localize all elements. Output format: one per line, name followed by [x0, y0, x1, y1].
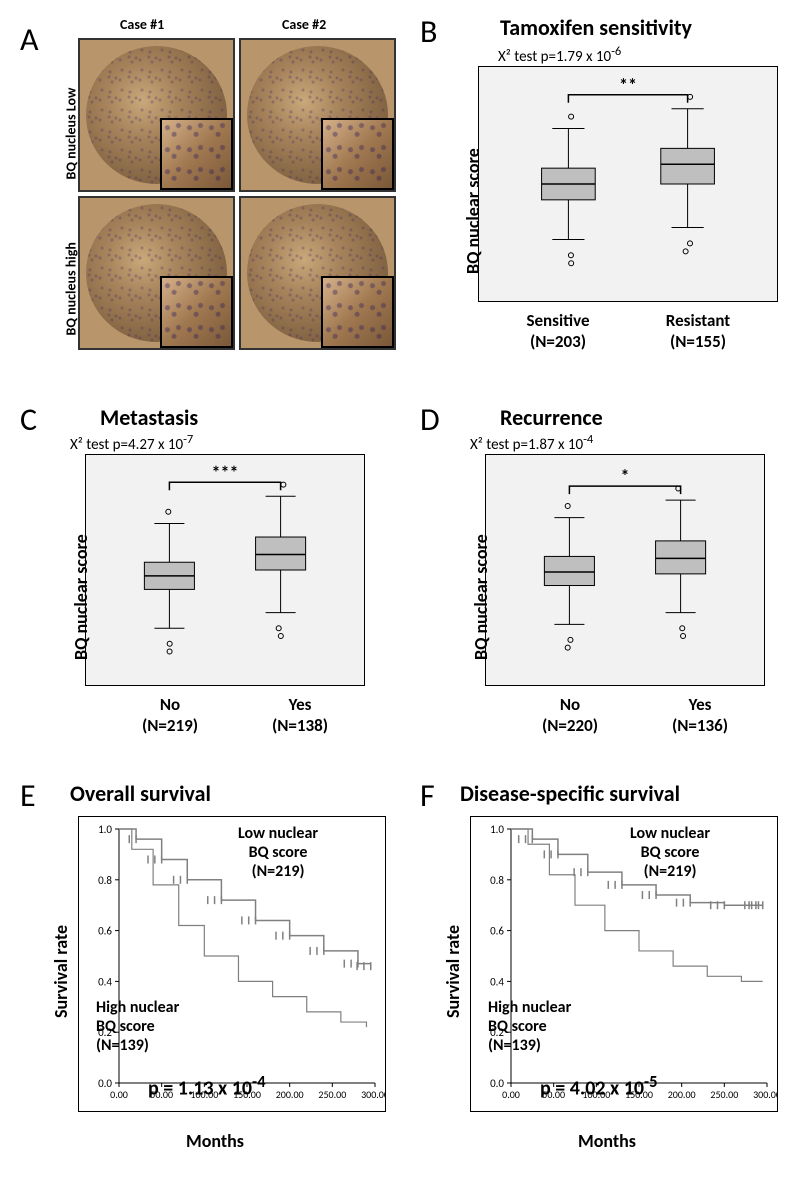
histology-cell: [78, 196, 235, 350]
panel-d-ylabel: BQ nuclear score: [470, 534, 492, 660]
panel-f-title: Disease-specific survival: [460, 780, 680, 807]
panel-d-stat: X² test p=1.87 x 10-4: [470, 432, 593, 454]
svg-text:250.00: 250.00: [318, 1088, 346, 1101]
panel-b-cat2: Resistant(N=155): [648, 310, 748, 352]
svg-text:300.00: 300.00: [361, 1088, 385, 1101]
svg-text:**: **: [619, 74, 637, 96]
panel-e-survival: 0.00.20.40.60.81.00.0050.00100.00150.002…: [78, 816, 386, 1112]
panel-a-label: A: [20, 20, 39, 59]
panel-f-ylabel: Survival rate: [442, 925, 464, 1018]
svg-text:0.6: 0.6: [490, 925, 504, 938]
panel-b-ylabel: BQ nuclear score: [462, 148, 484, 274]
panel-c-ylabel: BQ nuclear score: [70, 534, 92, 660]
panel-b-label: B: [420, 12, 437, 51]
svg-text:250.00: 250.00: [710, 1088, 738, 1101]
svg-text:0.4: 0.4: [98, 975, 112, 988]
panel-f-survival: 0.00.20.40.60.81.00.0050.00100.00150.002…: [470, 816, 778, 1112]
svg-text:***: ***: [212, 461, 239, 483]
panel-c-cat2: Yes(N=138): [255, 694, 345, 736]
panel-b-title: Tamoxifen sensitivity: [500, 14, 692, 41]
svg-text:300.00: 300.00: [753, 1088, 777, 1101]
histology-grid: [78, 38, 396, 350]
panel-f-high-label: High nuclearBQ score(N=139): [488, 998, 571, 1056]
svg-text:1.0: 1.0: [98, 823, 112, 836]
histology-cell: [239, 38, 396, 192]
panel-e-pvalue: p = 1.13 x 10-4: [148, 1072, 266, 1101]
panel-e-title: Overall survival: [70, 780, 211, 807]
svg-text:0.00: 0.00: [110, 1088, 128, 1101]
panel-d-cat2: Yes(N=136): [655, 694, 745, 736]
histology-cell: [239, 196, 396, 350]
panel-e-low-label: Low nuclearBQ score(N=219): [238, 824, 318, 882]
svg-text:0.4: 0.4: [490, 975, 504, 988]
panel-b-stat: X² test p=1.79 x 10-6: [498, 44, 621, 66]
panel-a-col2: Case #2: [282, 16, 326, 33]
panel-a-row2: BQ nucleus high: [63, 226, 80, 336]
panel-d-title: Recurrence: [500, 404, 603, 431]
svg-text:0.00: 0.00: [502, 1088, 520, 1101]
panel-f-pvalue: p = 4.02 x 10-5: [540, 1072, 658, 1101]
svg-text:0.8: 0.8: [490, 874, 504, 887]
panel-f-label: F: [420, 776, 435, 815]
panel-d-label: D: [420, 400, 440, 439]
panel-b-cat1: Sensitive(N=203): [508, 310, 608, 352]
svg-text:1.0: 1.0: [490, 823, 504, 836]
svg-text:0.6: 0.6: [98, 925, 112, 938]
panel-c-cat1: No(N=219): [125, 694, 215, 736]
panel-a-col1: Case #1: [120, 16, 164, 33]
panel-c-title: Metastasis: [100, 404, 198, 431]
panel-f-low-label: Low nuclearBQ score(N=219): [630, 824, 710, 882]
panel-e-label: E: [20, 776, 36, 815]
panel-e-xlabel: Months: [186, 1130, 244, 1152]
svg-text:*: *: [621, 465, 630, 487]
panel-c-boxplot: ***: [85, 454, 365, 686]
panel-a-row1: BQ nucleus Low: [63, 70, 80, 180]
panel-e-ylabel: Survival rate: [50, 925, 72, 1018]
panel-c-label: C: [20, 400, 37, 439]
panel-d-boxplot: *: [485, 454, 765, 686]
svg-text:0.8: 0.8: [98, 874, 112, 887]
panel-b-boxplot: **: [478, 66, 778, 302]
svg-text:200.00: 200.00: [276, 1088, 304, 1101]
svg-text:200.00: 200.00: [668, 1088, 696, 1101]
panel-e-high-label: High nuclearBQ score(N=139): [96, 998, 179, 1056]
histology-cell: [78, 38, 235, 192]
panel-f-xlabel: Months: [578, 1130, 636, 1152]
panel-c-stat: X² test p=4.27 x 10-7: [70, 432, 193, 454]
panel-d-cat1: No(N=220): [525, 694, 615, 736]
